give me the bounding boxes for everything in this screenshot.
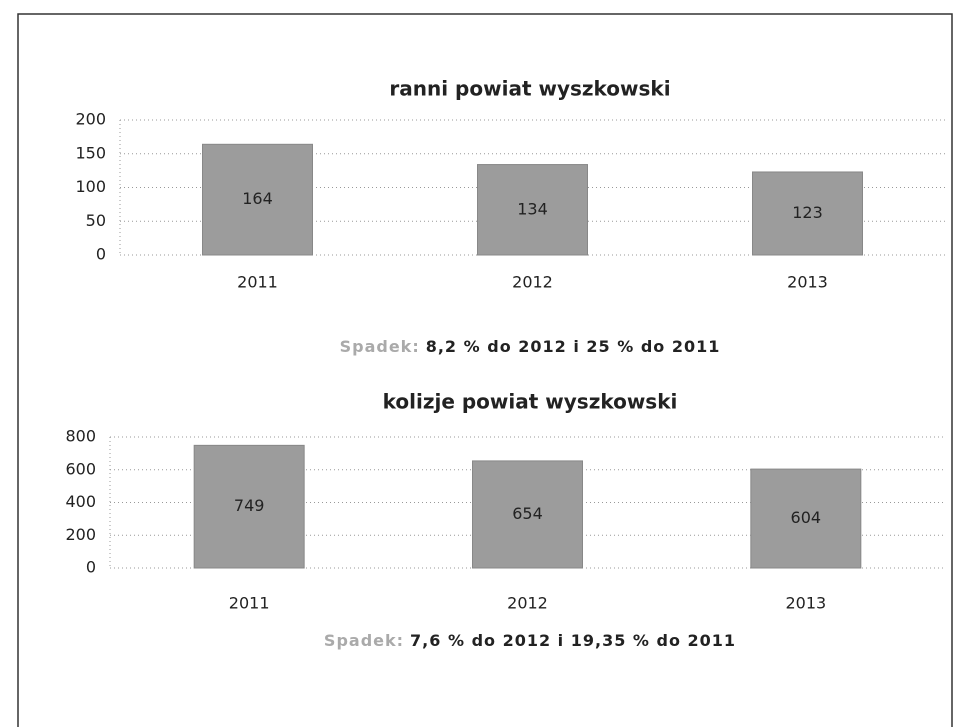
y-tick-label: 100	[75, 177, 106, 196]
y-tick-label: 200	[75, 110, 106, 129]
frame	[17, 13, 953, 727]
bar	[202, 143, 313, 256]
bar	[472, 460, 583, 569]
y-tick-label: 200	[65, 525, 96, 544]
data-label: 164	[242, 189, 273, 208]
y-tick-label: 800	[65, 427, 96, 446]
x-tick-label: 2013	[787, 273, 828, 292]
chart-title: kolizje powiat wyszkowski	[383, 390, 678, 414]
data-label: 123	[792, 203, 823, 222]
y-tick-label: 400	[65, 492, 96, 511]
y-tick-label: 600	[65, 459, 96, 478]
annotation: Spadek: 7,6 % do 2012 i 19,35 % do 2011	[324, 631, 736, 650]
bar	[477, 164, 588, 256]
x-tick-label: 2011	[229, 594, 270, 613]
x-tick-label: 2013	[785, 594, 826, 613]
y-tick-label: 50	[86, 211, 106, 230]
x-tick-label: 2011	[237, 273, 278, 292]
annotation: Spadek: 8,2 % do 2012 i 25 % do 2011	[340, 337, 721, 356]
y-tick-label: 0	[86, 558, 96, 577]
y-tick-label: 0	[96, 245, 106, 264]
data-label: 749	[234, 496, 265, 515]
data-label: 604	[791, 508, 822, 527]
chart-title: ranni powiat wyszkowski	[389, 77, 670, 101]
data-label: 134	[517, 199, 548, 218]
bar	[193, 444, 305, 569]
annotation-label: Spadek:	[324, 631, 404, 650]
bar	[750, 468, 862, 569]
annotation-text: 8,2 % do 2012 i 25 % do 2011	[426, 337, 721, 356]
x-tick-label: 2012	[512, 273, 553, 292]
data-label: 654	[512, 504, 543, 523]
x-tick-label: 2012	[507, 594, 548, 613]
annotation-text: 7,6 % do 2012 i 19,35 % do 2011	[410, 631, 736, 650]
y-tick-label: 150	[75, 143, 106, 162]
annotation-label: Spadek:	[340, 337, 420, 356]
bar	[752, 171, 863, 256]
